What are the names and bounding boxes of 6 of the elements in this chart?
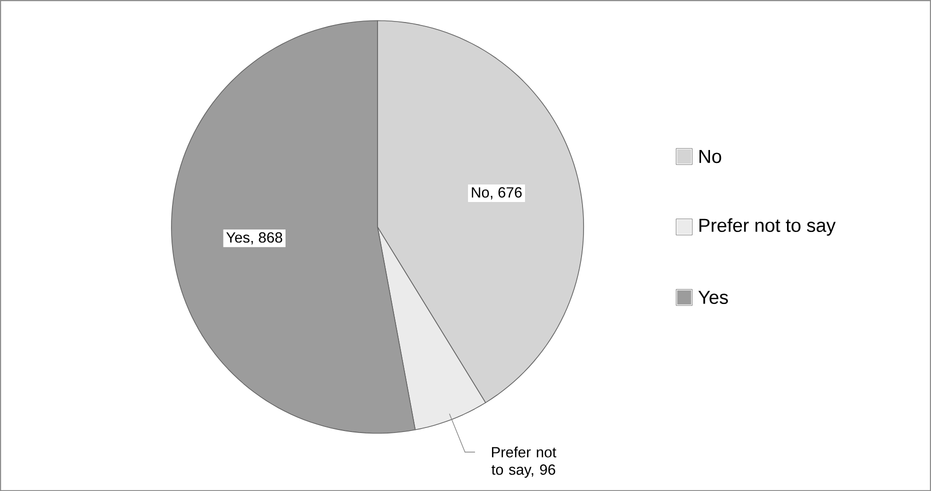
- data-label: No, 676: [472, 187, 522, 200]
- data-label: Yes, 868: [226, 232, 282, 244]
- data-label: Prefer not to say, 96: [492, 446, 556, 478]
- legend-label: No: [699, 150, 722, 163]
- legend-label: Prefer not to say: [699, 218, 836, 236]
- legend-label: Yes: [698, 290, 728, 304]
